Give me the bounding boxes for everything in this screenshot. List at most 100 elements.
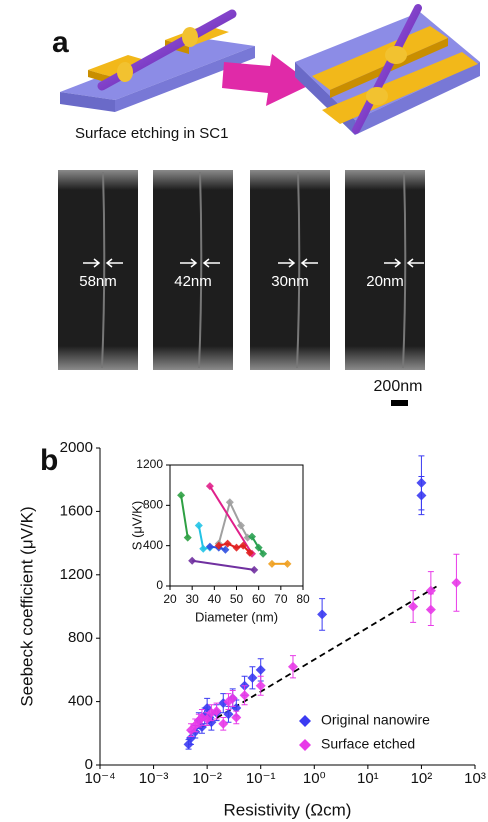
y-axis-title: Seebeck coefficient (μV/K) — [17, 506, 36, 706]
data-point — [236, 521, 245, 530]
sem-image — [345, 170, 425, 370]
data-point — [408, 601, 419, 612]
x-tick-label: 10⁻¹ — [246, 770, 276, 787]
data-point — [211, 706, 222, 717]
width-label: 58nm — [79, 273, 117, 290]
panel-label: b — [40, 444, 58, 477]
x-tick-label: 10⁻² — [192, 770, 222, 787]
data-point — [254, 543, 263, 552]
data-point — [188, 556, 197, 565]
arrow — [83, 258, 123, 268]
data-point — [425, 604, 436, 615]
data-point — [225, 498, 234, 507]
y-tick-label: 2000 — [60, 439, 93, 456]
data-point — [231, 702, 242, 713]
y-tick-label: 1200 — [136, 457, 163, 471]
y-tick-label: 1200 — [60, 566, 93, 583]
sem-image — [58, 170, 138, 370]
nanowire — [198, 171, 203, 369]
data-point — [248, 532, 257, 541]
data-point — [232, 543, 241, 552]
trend-line — [190, 585, 439, 735]
legend-label: Surface etched — [321, 736, 415, 752]
data-point — [218, 718, 229, 729]
y-tick-label: 1600 — [60, 502, 93, 519]
x-tick-label: 10⁰ — [303, 770, 326, 787]
data-point — [177, 491, 186, 500]
series-line — [217, 499, 249, 544]
data-point — [416, 477, 427, 488]
nanowire — [296, 171, 301, 369]
data-point — [283, 559, 292, 568]
data-point — [194, 521, 203, 530]
legend-label: Original nanowire — [321, 712, 430, 728]
sem-image — [250, 170, 330, 370]
x-tick-label: 10² — [411, 770, 433, 787]
legend-marker — [299, 715, 311, 727]
x-axis-title: Diameter (nm) — [195, 609, 278, 624]
data-point — [223, 709, 234, 720]
data-point — [183, 533, 192, 542]
data-point — [199, 544, 208, 553]
x-tick-label: 30 — [185, 592, 199, 606]
series-line — [180, 495, 189, 538]
x-tick-label: 10⁻³ — [139, 770, 169, 787]
x-tick-label: 40 — [208, 592, 222, 606]
data-point — [214, 541, 223, 550]
panel-label: a — [52, 26, 69, 59]
x-tick-label: 10³ — [464, 770, 486, 787]
data-point — [451, 577, 462, 588]
data-point — [221, 545, 230, 554]
sem-images: 58nm 42nm 30nm 20nm — [58, 170, 425, 370]
data-point — [227, 693, 238, 704]
width-label: 42nm — [174, 273, 212, 290]
arrow — [278, 258, 318, 268]
scale-label: 200nm — [374, 378, 423, 395]
device-schematic — [295, 4, 480, 135]
data-point — [239, 690, 250, 701]
data-point — [186, 733, 197, 744]
y-axis-title: S (μV/K) — [129, 501, 144, 550]
caption: Surface etching in SC1 — [75, 125, 228, 142]
data-point — [317, 609, 328, 620]
data-point — [231, 712, 242, 723]
data-point — [202, 714, 213, 725]
x-tick-label: 70 — [274, 592, 288, 606]
x-tick-label: 10¹ — [357, 770, 379, 787]
x-axis-title: Resistivity (Ωcm) — [224, 800, 352, 819]
sem-image — [153, 170, 233, 370]
data-point — [255, 680, 266, 691]
series-line — [209, 485, 253, 555]
data-point — [287, 661, 298, 672]
x-tick-label: 60 — [252, 592, 266, 606]
data-point — [267, 559, 276, 568]
data-point — [223, 539, 232, 548]
width-label: 20nm — [366, 273, 404, 290]
arrow — [384, 258, 424, 268]
legend-marker — [299, 739, 311, 751]
y-tick-label: 400 — [143, 538, 163, 552]
data-point — [239, 541, 248, 550]
data-point — [205, 482, 214, 491]
data-point — [245, 548, 254, 557]
arrow — [180, 258, 220, 268]
data-point — [205, 542, 214, 551]
device-schematic — [60, 9, 255, 112]
x-tick-label: 10⁻⁴ — [84, 770, 115, 787]
series-line — [192, 559, 255, 571]
data-point — [250, 565, 259, 574]
data-point — [425, 585, 436, 596]
data-point — [247, 672, 258, 683]
y-tick-label: 0 — [85, 756, 93, 773]
y-tick-label: 800 — [68, 629, 93, 646]
data-point — [255, 664, 266, 675]
width-label: 30nm — [271, 273, 309, 290]
scale-bar — [391, 400, 408, 406]
y-tick-label: 400 — [68, 693, 93, 710]
nanowire — [402, 171, 407, 369]
nanowire — [101, 171, 106, 369]
x-tick-label: 80 — [296, 592, 310, 606]
data-point — [259, 549, 268, 558]
arrow — [222, 54, 312, 106]
